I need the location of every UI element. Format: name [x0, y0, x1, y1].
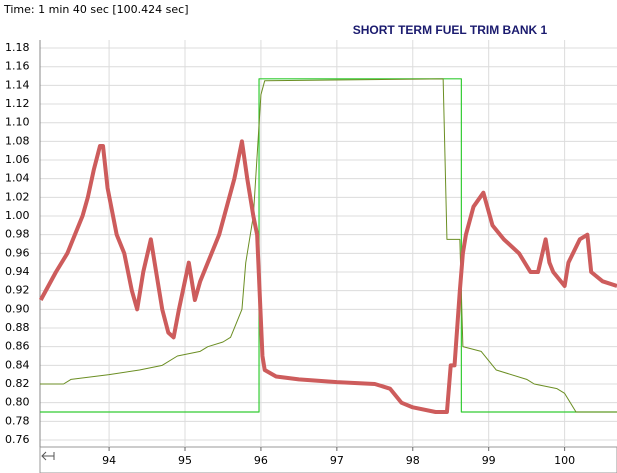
y-tick-label: 0.80 — [5, 396, 30, 409]
y-tick-label: 1.00 — [5, 209, 30, 222]
y-tick-label: 0.94 — [5, 265, 30, 278]
y-tick-label: 0.86 — [5, 340, 30, 353]
y-tick-label: 1.18 — [5, 41, 30, 54]
y-tick-label: 1.04 — [5, 172, 30, 185]
y-tick-label: 1.06 — [5, 153, 30, 166]
y-tick-label: 1.02 — [5, 190, 30, 203]
y-tick-label: 0.76 — [5, 433, 30, 446]
y-tick-label: 1.12 — [5, 97, 30, 110]
x-axis-strip — [39, 446, 617, 473]
y-tick-label: 0.84 — [5, 358, 30, 371]
x-tick-label: 100 — [554, 454, 575, 467]
x-tick-label: 96 — [254, 454, 268, 467]
y-tick-label: 0.92 — [5, 284, 30, 297]
x-tick-label: 94 — [102, 454, 116, 467]
x-tick-label: 99 — [482, 454, 496, 467]
chart-title: SHORT TERM FUEL TRIM BANK 1 — [353, 23, 548, 37]
chart-subtitle: Time: 1 min 40 sec [100.424 sec] — [3, 3, 189, 16]
y-tick-label: 0.98 — [5, 228, 30, 241]
y-tick-label: 0.96 — [5, 246, 30, 259]
y-tick-label: 0.90 — [5, 302, 30, 315]
y-tick-label: 1.14 — [5, 78, 30, 91]
y-tick-label: 1.10 — [5, 116, 30, 129]
y-tick-label: 1.08 — [5, 134, 30, 147]
y-tick-label: 1.16 — [5, 60, 30, 73]
data-line — [40, 78, 617, 413]
data-line — [39, 139, 617, 414]
y-tick-label: 0.78 — [5, 414, 30, 427]
y-tick-label: 0.88 — [5, 321, 30, 334]
x-tick-label: 95 — [178, 454, 192, 467]
y-tick-label: 0.82 — [5, 377, 30, 390]
scroll-arrow[interactable] — [41, 451, 55, 461]
x-tick-label: 97 — [330, 454, 344, 467]
x-tick-label: 98 — [406, 454, 420, 467]
